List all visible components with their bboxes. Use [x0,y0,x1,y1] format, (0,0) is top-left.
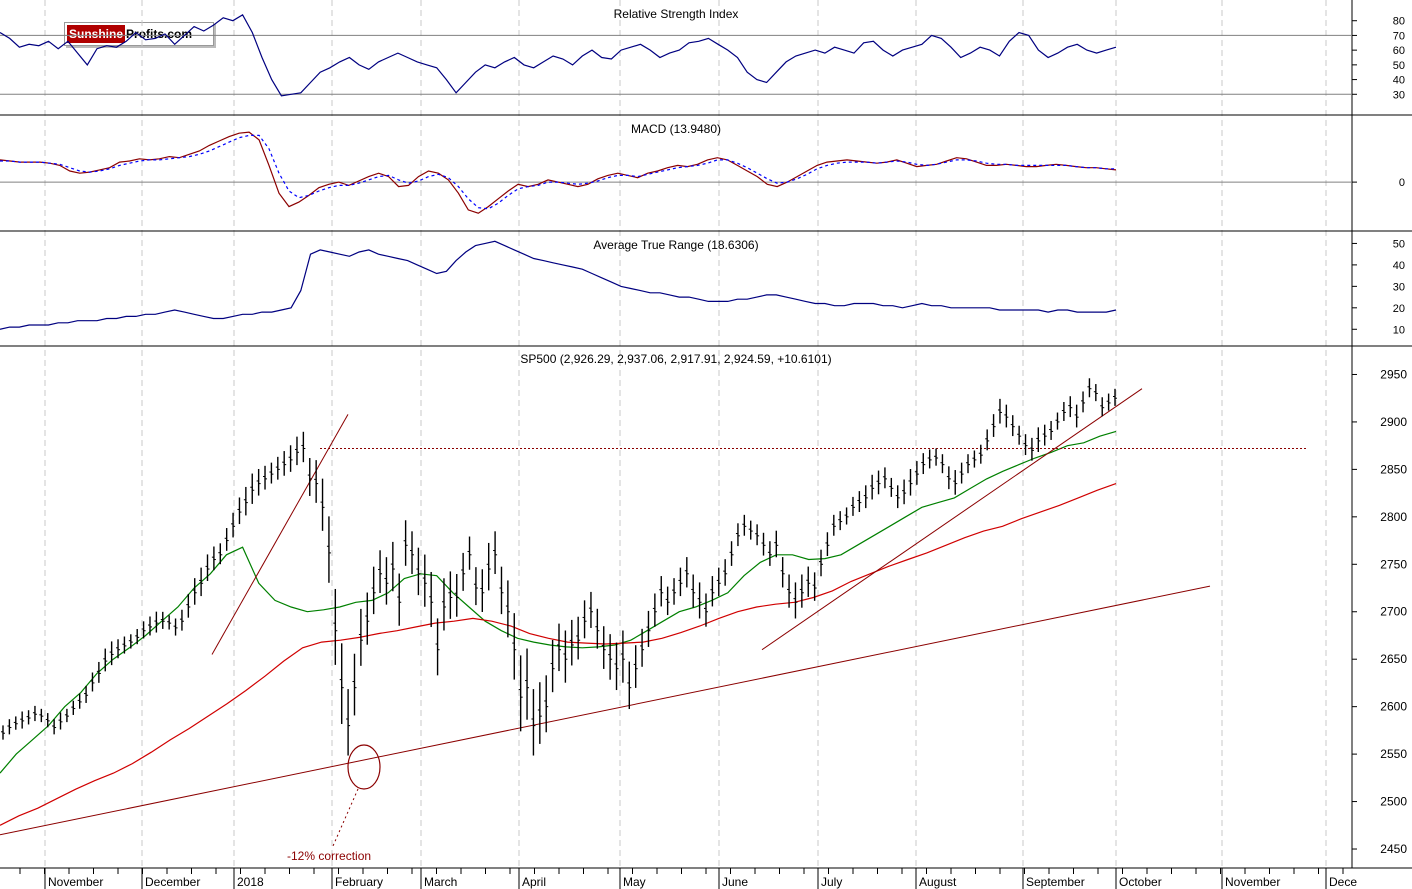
month-label-5: April [522,875,546,889]
rsi-title: Relative Strength Index [614,7,739,21]
sp500-ytick-label: 2500 [1380,795,1407,809]
rsi-ytick-label: 30 [1393,89,1405,101]
panel-frames [0,0,1412,869]
logo-part1: Sunshine [67,25,126,43]
month-label-0: November [48,875,103,889]
macd-series-1 [0,134,1116,210]
atr-ytick-label: 20 [1393,303,1405,315]
atr-ytick-label: 40 [1393,260,1405,272]
month-label-4: March [424,875,457,889]
month-label-13: Dece [1329,875,1357,889]
grid-lines [44,0,1327,868]
macd-title: MACD (13.9480) [631,122,721,136]
trendline-rising-channel [761,388,1143,651]
sp500-ytick-label: 2450 [1380,842,1407,856]
correction-pointer [332,788,359,847]
month-label-10: September [1026,875,1085,889]
correction-annotation: -12% correction [287,849,371,863]
x-axis: November December 2018 February March April Ma… [19,868,1357,889]
ma-fast-line [0,430,1117,774]
ma-slow-line [0,483,1117,826]
rsi-ytick-label: 80 [1393,16,1405,28]
macd-series-0 [0,131,1117,214]
trendline-rising-support [0,585,1211,836]
sp500-ytick-label: 2900 [1380,415,1407,429]
macd-ytick-label: 0 [1399,177,1405,189]
rsi-ytick-label: 70 [1393,30,1405,42]
rsi-ytick-label: 50 [1393,60,1405,72]
correction-ellipse [347,744,381,790]
month-label-1: December [145,875,200,889]
rsi-series-0 [0,13,1117,97]
atr-ytick-label: 50 [1393,238,1405,250]
atr-ytick-label: 30 [1393,281,1405,293]
sp500-ytick-label: 2750 [1380,557,1407,571]
price-panel: SP500 (2,926.29, 2,937.06, 2,917.91, 2,9… [0,352,1407,863]
month-label-6: May [623,875,646,889]
macd-panel: MACD (13.9480) 0 [0,122,1405,214]
month-label-11: October [1119,875,1162,889]
atr-title: Average True Range (18.6306) [593,238,758,252]
sp500-ytick-label: 2700 [1380,605,1407,619]
sp500-ytick-label: 2800 [1380,510,1407,524]
sp500-ytick-label: 2550 [1380,747,1407,761]
sp500-ytick-label: 2600 [1380,700,1407,714]
month-label-12: November [1225,875,1280,889]
month-label-2: 2018 [237,875,264,889]
atr-ytick-label: 10 [1393,324,1405,336]
month-label-7: June [722,875,748,889]
sunshine-profits-logo: Sunshine Profits.com [64,22,214,46]
rsi-ytick-label: 40 [1393,75,1405,87]
rsi-panel: Relative Strength Index 80 70 60 50 40 30 [0,7,1405,101]
month-label-8: July [821,875,842,889]
sp500-title: SP500 (2,926.29, 2,937.06, 2,917.91, 2,9… [520,352,831,366]
month-label-3: February [335,875,383,889]
sp500-ytick-label: 2950 [1380,367,1407,381]
trendline-steep-rally [211,414,349,655]
sp500-ytick-label: 2650 [1380,652,1407,666]
atr-panel: Average True Range (18.6306) 50 40 30 20 10 [0,238,1405,336]
rsi-ytick-label: 60 [1393,45,1405,57]
sp500-ytick-label: 2850 [1380,462,1407,476]
atr-series-0 [0,240,1117,330]
month-label-9: August [919,875,957,889]
